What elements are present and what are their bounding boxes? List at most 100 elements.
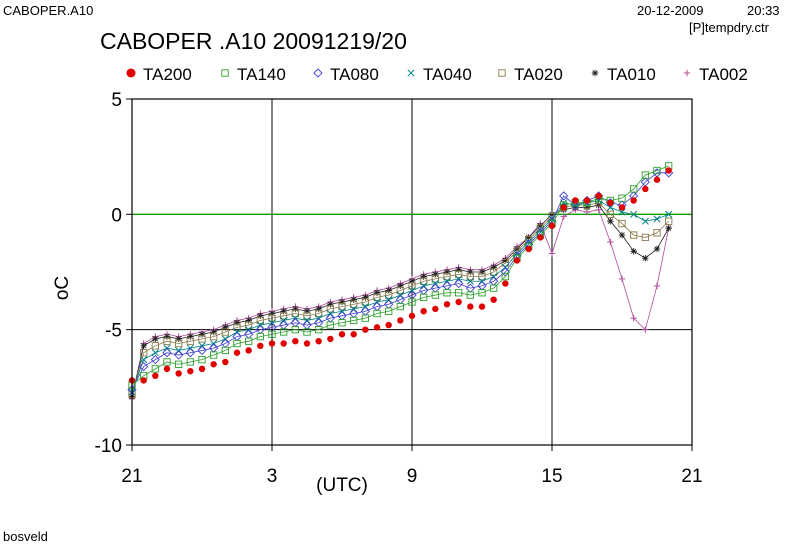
data-point-ta140 — [175, 360, 183, 368]
file-name: CABOPER.A10 — [3, 3, 94, 18]
data-point-ta200 — [502, 280, 509, 287]
legend-marker-ta140 — [221, 69, 229, 77]
data-point-ta040 — [618, 208, 626, 216]
x-axis-ticks: 21 3 9 15 21 — [121, 445, 703, 487]
legend-label-ta040: TA040 — [423, 65, 472, 84]
data-point-ta010 — [210, 328, 217, 336]
data-point-ta020 — [186, 337, 194, 345]
data-point-ta200 — [560, 204, 567, 211]
y-tick-label: -5 — [105, 321, 122, 342]
data-point-ta140 — [420, 293, 428, 302]
data-point-ta140 — [373, 309, 381, 318]
data-point-ta020 — [151, 342, 159, 350]
data-point-ta020 — [606, 210, 614, 218]
series-line-ta080 — [131, 172, 669, 390]
data-point-ta020 — [303, 312, 311, 320]
data-point-ta010 — [525, 234, 532, 241]
data-point-ta010 — [350, 296, 357, 303]
legend-marker-ta002 — [683, 69, 691, 77]
data-point-ta140 — [478, 289, 486, 297]
data-point-ta010 — [373, 289, 381, 296]
data-point-ta010 — [432, 271, 439, 278]
data-point-ta200 — [478, 303, 486, 310]
data-point-ta020 — [315, 309, 323, 318]
data-point-ta020 — [466, 272, 474, 281]
data-point-ta010 — [653, 245, 661, 253]
data-point-ta020 — [280, 312, 288, 320]
data-point-ta200 — [455, 298, 462, 306]
data-point-ta010 — [630, 248, 637, 255]
chart-title: CABOPER .A10 20091219/20 — [100, 28, 407, 54]
data-point-ta140 — [350, 316, 358, 325]
data-point-ta010 — [443, 268, 451, 276]
data-point-ta040 — [665, 210, 673, 218]
data-point-ta010 — [420, 273, 427, 280]
data-point-ta140 — [630, 185, 638, 193]
data-point-ta140 — [315, 326, 323, 334]
data-point-ta140 — [210, 351, 218, 359]
data-point-ta010 — [187, 333, 194, 340]
data-point-ta020 — [373, 293, 381, 302]
data-point-ta010 — [222, 324, 229, 331]
data-point-ta140 — [233, 339, 241, 348]
legend-label-ta020: TA020 — [514, 65, 563, 84]
data-point-ta140 — [280, 328, 288, 336]
data-point-ta002 — [642, 326, 649, 333]
data-point-ta020 — [548, 212, 556, 221]
data-point-ta200 — [303, 340, 311, 347]
data-point-ta200 — [152, 372, 159, 379]
data-point-ta200 — [385, 321, 392, 329]
data-point-ta200 — [513, 257, 521, 264]
data-point-ta020 — [641, 233, 649, 242]
legend-marker-ta010 — [591, 69, 599, 77]
data-point-ta200 — [548, 222, 556, 230]
data-point-ta200 — [408, 312, 416, 320]
data-point-ta010 — [478, 268, 486, 276]
data-point-ta010 — [397, 282, 404, 290]
legend-label-ta200: TA200 — [143, 65, 192, 84]
data-point-ta020 — [268, 314, 276, 322]
data-point-ta200 — [233, 349, 241, 356]
chart-legend: TA200 TA140 TA080 TA040 TA020 TA010 TA002 — [126, 65, 748, 84]
data-point-ta020 — [385, 291, 393, 299]
data-point-ta040 — [653, 215, 661, 223]
legend-item-ta040: TA040 — [407, 65, 472, 84]
data-point-ta020 — [431, 275, 439, 283]
data-point-ta080 — [139, 361, 149, 372]
data-point-ta040 — [140, 356, 148, 364]
data-point-ta010 — [140, 342, 147, 350]
chart-grid — [132, 99, 692, 445]
data-point-ta020 — [210, 332, 218, 341]
legend-label-ta002: TA002 — [699, 65, 748, 84]
data-point-ta200 — [140, 377, 147, 384]
data-point-ta200 — [222, 358, 229, 366]
data-point-ta140 — [291, 326, 299, 334]
data-point-ta002 — [548, 250, 556, 257]
data-point-ta020 — [536, 224, 544, 232]
y-axis-ticks: 5 0 -5 -10 — [95, 90, 132, 457]
legend-item-ta200: TA200 — [126, 65, 192, 84]
data-point-ta020 — [443, 272, 451, 281]
data-point-ta140 — [198, 356, 206, 364]
data-point-ta140 — [361, 314, 369, 322]
data-point-ta010 — [595, 201, 602, 209]
data-point-ta020 — [163, 337, 171, 345]
data-point-ta200 — [595, 192, 602, 200]
legend-item-ta010: TA010 — [591, 65, 656, 84]
data-point-ta002 — [607, 238, 614, 246]
data-point-ta020 — [513, 247, 521, 255]
data-point-ta200 — [642, 185, 649, 193]
data-point-ta200 — [280, 340, 287, 347]
data-point-ta200 — [268, 340, 276, 347]
data-point-ta140 — [408, 298, 416, 306]
data-point-ta200 — [245, 347, 252, 354]
data-point-ta010 — [408, 278, 416, 285]
data-point-ta140 — [245, 337, 253, 345]
data-point-ta010 — [455, 266, 462, 273]
data-point-ta200 — [467, 303, 474, 310]
data-point-ta020 — [618, 219, 626, 228]
data-point-ta010 — [607, 218, 614, 225]
data-point-ta200 — [362, 326, 369, 333]
data-point-ta140 — [256, 332, 264, 341]
x-axis-label: (UTC) — [316, 475, 368, 496]
